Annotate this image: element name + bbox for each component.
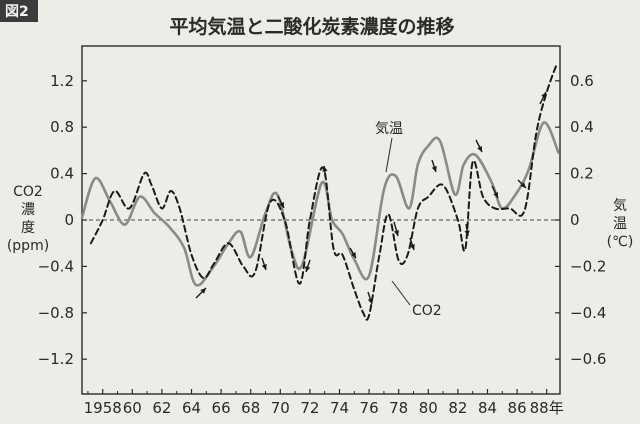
series-group bbox=[80, 62, 560, 321]
left-axis-label-line-1: CO2 bbox=[13, 184, 43, 200]
x-tick-label: 66 bbox=[212, 399, 231, 417]
x-tick-label: 74 bbox=[330, 399, 349, 417]
chart-title: 平均気温と二酸化炭素濃度の推移 bbox=[169, 15, 454, 38]
lag-arrow-head bbox=[322, 166, 328, 172]
x-tick-label: 60 bbox=[123, 399, 142, 417]
lag-arrow-head bbox=[200, 288, 206, 294]
tick-group: 1958 60 62 64 66 68 70 72 74 76 78 80 82 84 86 88年 1.2 0.… bbox=[38, 72, 607, 417]
lag-arrow-head bbox=[520, 182, 526, 188]
right-tick-label: −0.6 bbox=[570, 350, 606, 368]
left-tick-label: −0.4 bbox=[38, 257, 74, 275]
x-tick-label: 64 bbox=[182, 399, 201, 417]
right-tick-label: −0.4 bbox=[570, 304, 606, 322]
left-axis-label-line-3: 度 bbox=[21, 220, 35, 236]
right-tick-label: 0.2 bbox=[570, 165, 594, 183]
annotation-co2: CO2 bbox=[412, 303, 442, 319]
x-tick-label: 88年 bbox=[530, 399, 564, 417]
right-tick-label: −0.2 bbox=[570, 257, 606, 275]
x-tick-label: 86 bbox=[508, 399, 527, 417]
lag-arrow-head bbox=[261, 264, 267, 270]
right-axis-label-line-1: 気 bbox=[613, 198, 627, 214]
left-axis-label-line-2: 濃 bbox=[21, 202, 35, 218]
co2-series-line bbox=[89, 62, 558, 321]
annotation-temperature-leader bbox=[385, 137, 393, 173]
x-tick-label: 78 bbox=[389, 399, 408, 417]
right-axis-label-line-3: (℃) bbox=[607, 234, 634, 250]
annotation-temperature: 気温 bbox=[375, 121, 403, 137]
right-tick-label: 0.6 bbox=[570, 72, 594, 90]
x-tick-label: 72 bbox=[300, 399, 319, 417]
lag-arrow-head bbox=[409, 244, 415, 250]
lag-arrow-head bbox=[541, 92, 546, 98]
lag-arrow-head bbox=[279, 202, 284, 208]
x-tick-label: 76 bbox=[360, 399, 379, 417]
left-tick-label: 0.4 bbox=[50, 165, 74, 183]
x-tick-label: 62 bbox=[152, 399, 171, 417]
left-tick-label: −0.8 bbox=[38, 304, 74, 322]
x-tick-label: 1958 bbox=[84, 399, 122, 417]
temperature-series-line bbox=[80, 121, 560, 287]
x-tick-label: 68 bbox=[241, 399, 260, 417]
figure-label: 図2 bbox=[5, 4, 29, 20]
left-tick-label: 1.2 bbox=[50, 72, 74, 90]
lag-arrow-head bbox=[431, 166, 437, 172]
annotation-co2-leader bbox=[391, 280, 411, 306]
right-axis-label-line-2: 温 bbox=[613, 216, 627, 232]
left-axis-label-line-4: (ppm) bbox=[7, 238, 49, 254]
lag-arrow-head bbox=[305, 266, 311, 272]
x-tick-label: 80 bbox=[419, 399, 438, 417]
lag-arrow-head bbox=[493, 192, 498, 198]
x-tick-label: 82 bbox=[448, 399, 467, 417]
left-tick-label: 0.8 bbox=[50, 118, 74, 136]
x-tick-label: 70 bbox=[271, 399, 290, 417]
lag-arrow-head bbox=[367, 298, 373, 304]
right-tick-label: 0 bbox=[570, 211, 580, 229]
lag-arrow-head bbox=[351, 252, 356, 258]
lag-arrow-head bbox=[394, 230, 399, 236]
lag-arrow-head bbox=[477, 146, 482, 152]
right-tick-label: 0.4 bbox=[570, 118, 594, 136]
left-tick-label: −1.2 bbox=[38, 350, 74, 368]
left-tick-label: 0 bbox=[64, 211, 74, 229]
x-tick-label: 84 bbox=[478, 399, 497, 417]
lag-arrow-head bbox=[464, 230, 470, 236]
figure-label-box bbox=[0, 0, 38, 22]
arrow-group bbox=[195, 91, 547, 305]
